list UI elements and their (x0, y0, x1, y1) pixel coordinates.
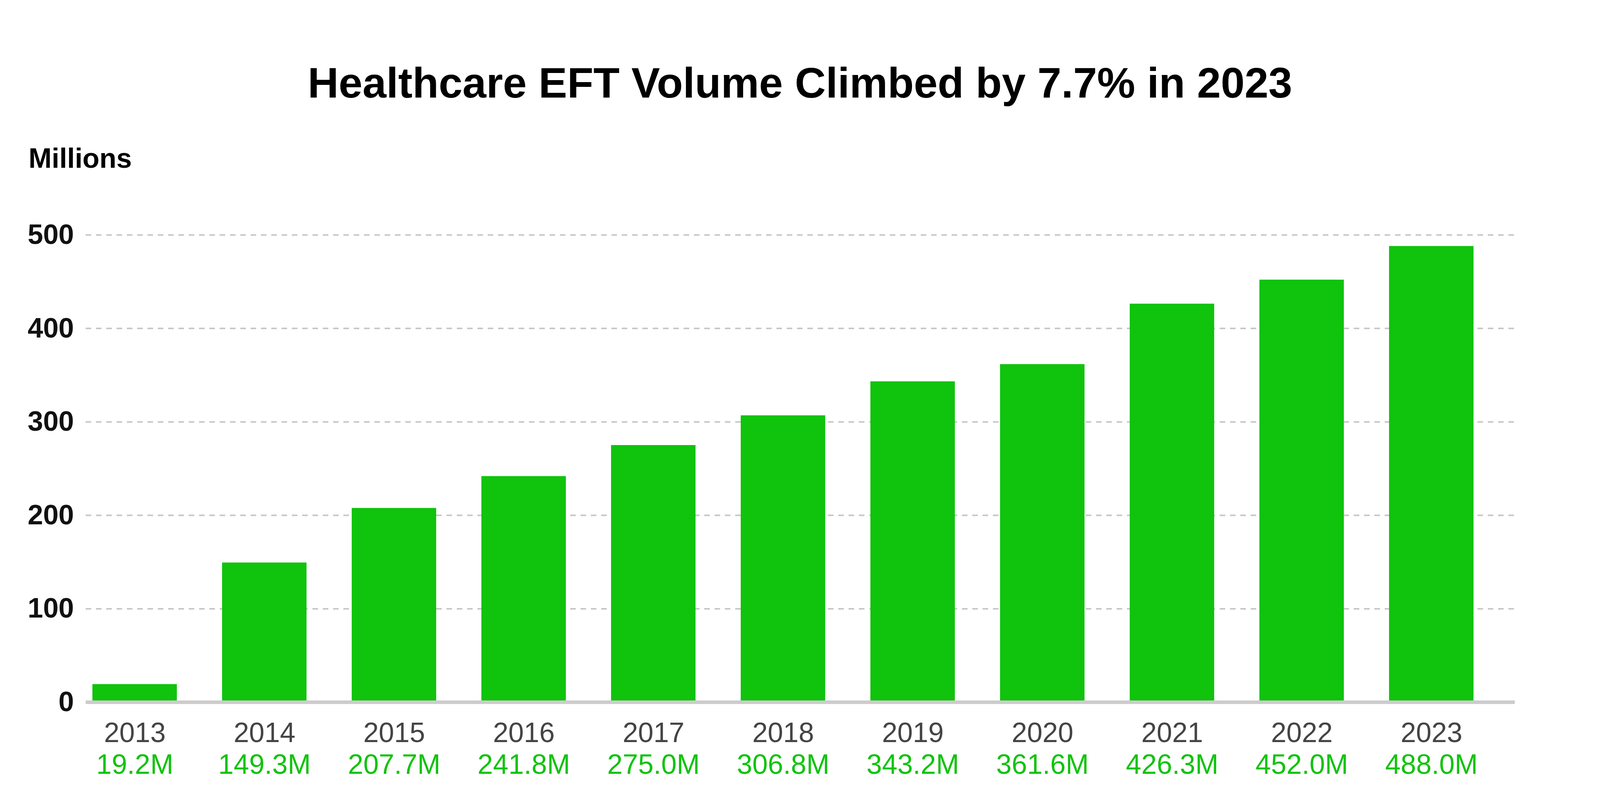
svg-text:426.3M: 426.3M (1125, 748, 1219, 780)
svg-text:452.0M: 452.0M (1255, 748, 1348, 780)
svg-text:361.6M: 361.6M (996, 748, 1089, 780)
svg-text:19.2M: 19.2M (96, 748, 174, 780)
svg-text:0: 0 (58, 685, 75, 717)
svg-text:2016: 2016 (492, 716, 555, 748)
svg-text:2018: 2018 (752, 716, 815, 748)
svg-text:149.3M: 149.3M (218, 748, 311, 780)
svg-text:2015: 2015 (363, 716, 426, 748)
svg-text:2023: 2023 (1400, 716, 1463, 748)
svg-text:500: 500 (27, 218, 75, 250)
svg-text:200: 200 (27, 499, 75, 531)
svg-text:241.8M: 241.8M (477, 748, 570, 780)
html-text:Millions: Millions (28, 142, 132, 174)
svg-text:2020: 2020 (1011, 716, 1074, 748)
svg-text:306.8M: 306.8M (736, 748, 830, 780)
svg-text:300: 300 (27, 405, 75, 437)
svg-text:2021: 2021 (1141, 716, 1204, 748)
svg-text:400: 400 (27, 312, 75, 344)
svg-text:207.7M: 207.7M (347, 748, 441, 780)
svg-text:2013: 2013 (103, 716, 166, 748)
svg-text:2014: 2014 (233, 716, 296, 748)
svg-text:275.0M: 275.0M (607, 748, 700, 780)
html-text:Healthcare EFT Volume Climbed: Healthcare EFT Volume Climbed by 7.7% in… (307, 58, 1293, 107)
svg-text:100: 100 (27, 592, 75, 624)
svg-text:343.2M: 343.2M (866, 748, 959, 780)
svg-text:2022: 2022 (1270, 716, 1333, 748)
svg-text:2019: 2019 (881, 716, 944, 748)
svg-text:2017: 2017 (622, 716, 685, 748)
svg-text:488.0M: 488.0M (1385, 748, 1478, 780)
